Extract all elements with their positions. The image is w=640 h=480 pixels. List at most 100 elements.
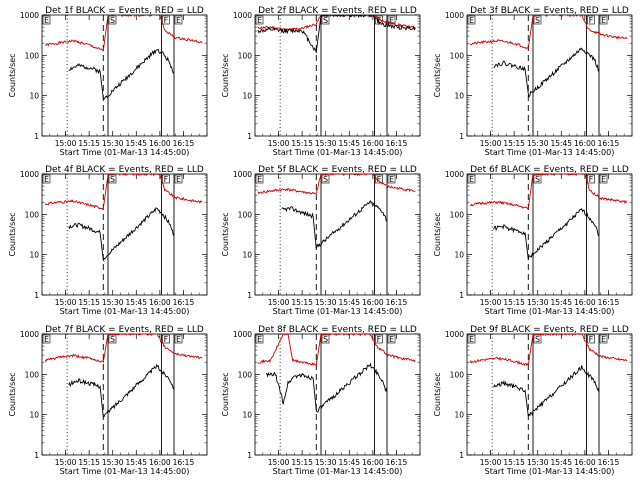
marker-label: E	[601, 335, 606, 344]
y-tick-label: 1	[34, 132, 39, 141]
x-axis-label: Start Time (01-Mar-13 14:45:00)	[60, 148, 190, 157]
marker-label: E	[176, 175, 181, 184]
y-tick-label: 1	[459, 451, 464, 460]
x-tick-label: 15:45	[338, 139, 360, 148]
marker-label: S	[110, 16, 115, 25]
y-tick-label: 10	[242, 251, 252, 260]
marker-label: E	[176, 335, 181, 344]
y-tick-label: 10	[454, 251, 464, 260]
x-tick-label: 15:00	[480, 298, 502, 307]
x-tick-label: 15:45	[338, 298, 360, 307]
y-tick-label: 1000	[20, 11, 39, 20]
x-axis-label: Start Time (01-Mar-13 14:45:00)	[273, 148, 403, 157]
marker-label: S	[110, 175, 115, 184]
marker-label: F	[164, 335, 169, 344]
x-tick-label: 15:00	[268, 458, 290, 467]
detector-panel-5: Det 5f BLACK = Events, RED = LLD 1 10 100 10…	[221, 165, 421, 316]
events-series-line	[68, 207, 175, 262]
x-tick-label: 16:15	[173, 458, 195, 467]
events-series-line	[493, 207, 600, 260]
y-tick-label: 1	[34, 451, 39, 460]
x-tick-label: 16:15	[173, 139, 195, 148]
y-axis-label: Counts/sec	[433, 372, 442, 416]
x-tick-label: 16:15	[598, 298, 620, 307]
x-tick-label: 15:45	[125, 298, 147, 307]
x-tick-label: 16:00	[574, 139, 596, 148]
y-tick-label: 100	[25, 210, 40, 219]
marker-label: E	[389, 335, 394, 344]
detector-panel-9: Det 9f BLACK = Events, RED = LLD 1 10 100 10…	[433, 325, 633, 476]
x-tick-label: 15:15	[291, 139, 313, 148]
detector-panel-3: Det 3f BLACK = Events, RED = LLD 1 10 100 10…	[433, 6, 633, 157]
x-tick-label: 15:15	[78, 458, 100, 467]
x-tick-label: 16:00	[574, 298, 596, 307]
x-axis-label: Start Time (01-Mar-13 14:45:00)	[485, 307, 615, 316]
x-tick-label: 15:00	[55, 139, 77, 148]
marker-box	[162, 15, 170, 25]
marker-label: E	[44, 335, 49, 344]
marker-box	[375, 174, 383, 184]
x-tick-label: 16:15	[386, 298, 408, 307]
x-tick-label: 16:00	[149, 139, 171, 148]
x-axis-label: Start Time (01-Mar-13 14:45:00)	[273, 467, 403, 476]
y-tick-label: 10	[29, 411, 39, 420]
marker-box	[533, 15, 542, 25]
detector-panel-4: Det 4f BLACK = Events, RED = LLD 1 10 100 10…	[8, 165, 208, 316]
panel-title: Det 8f BLACK = Events, RED = LLD	[258, 325, 417, 335]
x-tick-label: 15:30	[527, 298, 549, 307]
marker-label: E	[257, 175, 262, 184]
x-tick-label: 15:30	[315, 458, 337, 467]
plot-frame	[41, 173, 208, 296]
marker-box	[599, 174, 608, 184]
marker-box	[587, 174, 595, 184]
y-tick-label: 1000	[445, 170, 464, 179]
x-tick-label: 16:15	[598, 458, 620, 467]
marker-label: E	[44, 16, 49, 25]
y-tick-label: 10	[242, 92, 252, 101]
y-tick-label: 100	[25, 370, 40, 379]
x-tick-label: 15:15	[291, 298, 313, 307]
events-series-line	[68, 49, 175, 100]
marker-label: S	[110, 335, 115, 344]
marker-label: F	[377, 335, 382, 344]
detector-panel-1: Det 1f BLACK = Events, RED = LLD 1 10 100 10…	[8, 6, 208, 157]
events-series-line	[281, 200, 388, 249]
x-axis-label: Start Time (01-Mar-13 14:45:00)	[60, 307, 190, 316]
x-tick-label: 15:30	[102, 298, 124, 307]
x-tick-label: 15:30	[315, 139, 337, 148]
lld-series-line	[257, 15, 416, 32]
panel-title: Det 5f BLACK = Events, RED = LLD	[258, 165, 417, 175]
y-tick-label: 1	[247, 451, 252, 460]
y-tick-label: 100	[238, 370, 253, 379]
marker-box	[321, 15, 330, 25]
marker-box	[375, 334, 383, 344]
marker-label: F	[589, 175, 594, 184]
x-tick-label: 15:15	[78, 298, 100, 307]
x-tick-label: 15:00	[268, 139, 290, 148]
x-tick-label: 15:00	[55, 458, 77, 467]
lld-series-line	[469, 334, 628, 367]
marker-label: E	[389, 16, 394, 25]
x-tick-label: 15:45	[338, 458, 360, 467]
x-tick-label: 15:15	[503, 458, 525, 467]
x-tick-label: 15:30	[527, 458, 549, 467]
x-tick-label: 16:00	[362, 298, 384, 307]
marker-box	[174, 334, 183, 344]
marker-label: F	[589, 16, 594, 25]
marker-box	[467, 15, 476, 25]
y-tick-label: 1000	[233, 330, 252, 339]
marker-label: E	[44, 175, 49, 184]
y-tick-label: 10	[454, 92, 464, 101]
events-series-line	[265, 362, 388, 413]
x-tick-label: 15:00	[55, 298, 77, 307]
x-tick-label: 15:15	[503, 298, 525, 307]
detector-panel-7: Det 7f BLACK = Events, RED = LLD 1 10 100 10…	[8, 325, 208, 476]
y-tick-label: 1	[247, 291, 252, 300]
lld-series-line	[44, 334, 203, 364]
x-tick-label: 15:45	[550, 458, 572, 467]
panel-title: Det 3f BLACK = Events, RED = LLD	[470, 6, 629, 16]
marker-box	[174, 174, 183, 184]
marker-label: S	[535, 335, 540, 344]
x-tick-label: 16:15	[386, 139, 408, 148]
